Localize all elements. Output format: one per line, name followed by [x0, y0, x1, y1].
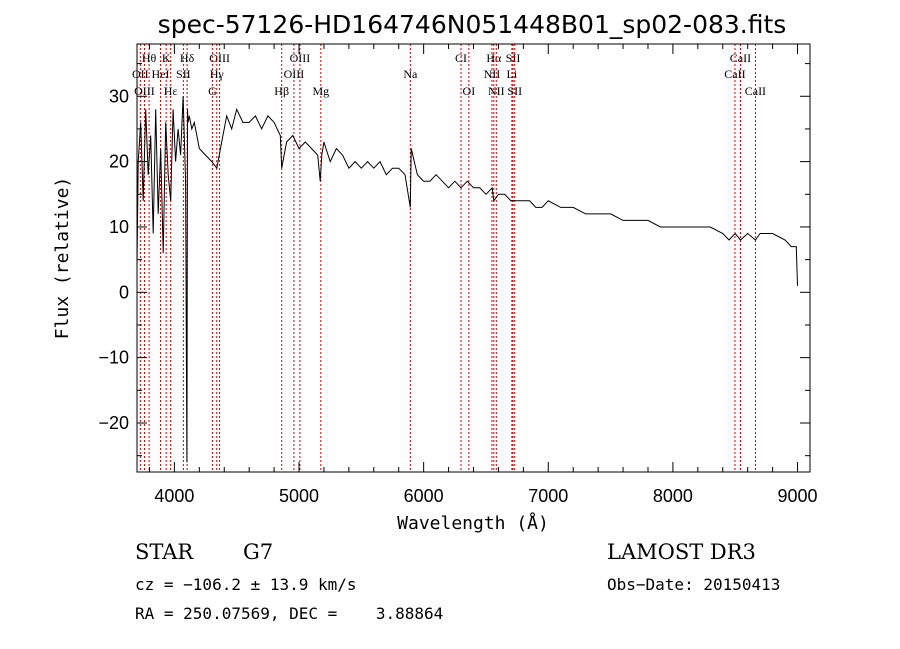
plot-frame [136, 43, 811, 473]
line-marker-label: OII [132, 67, 149, 81]
x-tick-label: 9000 [778, 486, 818, 506]
line-marker-label: Hδ [180, 51, 195, 65]
line-marker-label: OIII [284, 67, 305, 81]
line-marker-label: SII [176, 67, 191, 81]
obs-date: Obs−Date: 20150413 [607, 575, 781, 594]
x-tick-label: 5000 [279, 486, 319, 506]
line-marker-label: SII [507, 84, 522, 98]
line-marker-label: Hγ [210, 67, 225, 81]
line-marker-label: G [208, 84, 217, 98]
line-marker-label: Li [507, 67, 518, 81]
spectral-subclass: G7 [243, 540, 274, 564]
y-tick-label: −20 [98, 413, 129, 433]
line-marker-label: NII [484, 67, 501, 81]
line-marker-label: CaII [745, 84, 766, 98]
y-tick-label: 30 [109, 86, 129, 106]
line-marker-label: Hε [164, 84, 178, 98]
object-type: STAR [135, 540, 194, 564]
chart-title: spec-57126-HD164746N051448B01_sp02-083.f… [158, 10, 787, 39]
x-tick-label: 7000 [528, 486, 568, 506]
line-markers: Hθ K Hδ OIII OIII CI Hα SII CaII OII HeI SII Hγ OIII N… [132, 44, 766, 472]
line-marker-label: CI [455, 51, 467, 65]
spectrum-line [136, 96, 798, 463]
coordinates: RA = 250.07569, DEC = 3.88864 [135, 604, 444, 623]
line-marker-label: Hα [486, 51, 502, 65]
x-tick-label: 6000 [404, 486, 444, 506]
line-marker-label: NII [488, 84, 505, 98]
line-marker-label: CaII [730, 51, 751, 65]
x-tick-label: 4000 [154, 486, 194, 506]
line-marker-label: CaII [724, 67, 745, 81]
y-tick-label: −10 [98, 348, 129, 368]
line-marker-label: OIII [209, 51, 230, 65]
line-marker-label: Na [403, 67, 418, 81]
line-marker-label: Hβ [274, 84, 289, 98]
line-marker-label: OI [463, 84, 476, 98]
survey-name: LAMOST DR3 [607, 540, 756, 564]
y-tick-label: 20 [109, 152, 129, 172]
x-axis-label: Wavelength (Å) [397, 512, 549, 534]
line-marker-label: HeI [152, 67, 170, 81]
y-tick-label: 0 [119, 282, 129, 302]
line-marker-label: OIII [134, 84, 155, 98]
x-tick-label: 8000 [653, 486, 693, 506]
line-marker-label: K [162, 51, 171, 65]
line-marker-label: OIII [290, 51, 311, 65]
y-axis: −20 −10 0 10 20 30 [98, 63, 810, 457]
line-marker-label: SII [506, 51, 521, 65]
spectrum-series [136, 96, 798, 463]
line-marker-label: Hθ [142, 51, 157, 65]
line-marker-label: Mg [312, 84, 329, 98]
x-axis: 4000 5000 6000 7000 8000 9000 [148, 44, 818, 506]
y-axis-label: Flux (relative) [52, 177, 73, 340]
y-tick-label: 10 [109, 217, 129, 237]
redshift-info: cz = −106.2 ± 13.9 km/s [135, 575, 357, 594]
